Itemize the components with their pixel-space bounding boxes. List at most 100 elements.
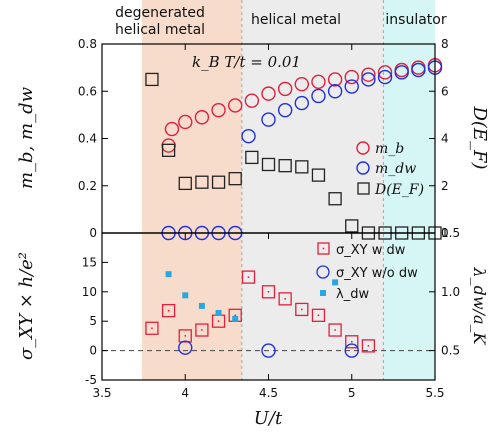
top-series-0-point-5 bbox=[227, 98, 243, 113]
x-axis-label: U/t bbox=[254, 408, 283, 429]
y-tick-label-bottom-left-3: 10 bbox=[82, 285, 97, 299]
axis-ticks: 3.5 4 4.5 5 5.5 0 0.2 0.4 0.6 0.8 0 2 4 6 8 -5 0 5 10 15 0.5… bbox=[78, 37, 460, 400]
bottom-series-2-point-4 bbox=[232, 315, 239, 322]
bottom-series-2-point-1 bbox=[182, 292, 189, 299]
top-series-0-point-9 bbox=[294, 76, 309, 92]
y-tick-label-bottom-left-1: 0 bbox=[89, 344, 97, 358]
top-series-0-point-7 bbox=[261, 86, 276, 101]
bottom-series-0-point-1-dot bbox=[167, 309, 170, 312]
bottom-series-0-point-7 bbox=[261, 285, 276, 299]
bottom-series-0-point-9-dot bbox=[300, 308, 303, 311]
top-series-2-point-6 bbox=[245, 150, 259, 165]
bottom-series-1-point-0 bbox=[178, 340, 193, 355]
legend-marker-lambda bbox=[320, 290, 326, 296]
bottom-series-0-point-13 bbox=[361, 339, 376, 353]
top-series-1-point-10 bbox=[327, 84, 343, 99]
x-tick-label-1: 4 bbox=[181, 386, 189, 400]
top-series-1-point-6 bbox=[261, 112, 276, 127]
top-series-0-point-8 bbox=[277, 81, 293, 97]
top-series-2-point-2 bbox=[178, 176, 192, 191]
legend-marker-sigma-w-dw-dot bbox=[322, 247, 325, 250]
bottom-series-2-point-5 bbox=[332, 279, 339, 286]
top-series-0-point-4 bbox=[211, 102, 226, 118]
y-tick-label-bottom-left-0: -5 bbox=[85, 373, 97, 387]
top-series-1-point-9 bbox=[311, 88, 326, 104]
y-tick-label-top-left-0: 0 bbox=[89, 226, 97, 240]
top-series-2-point-10 bbox=[311, 168, 326, 182]
y-tick-label-top-right-0: 0 bbox=[441, 226, 449, 240]
x-tick-label-4: 5.5 bbox=[425, 386, 444, 400]
top-series-0-point-3 bbox=[194, 110, 210, 125]
y-axis-label-top-right: D(E_F) bbox=[469, 105, 490, 169]
bottom-series-0-point-1 bbox=[161, 303, 176, 318]
legend-marker-mdw bbox=[356, 161, 370, 175]
y-tick-label-top-left-4: 0.8 bbox=[78, 37, 97, 51]
bottom-series-0-point-8 bbox=[278, 292, 292, 306]
legend-label-lambda: λ_dw bbox=[336, 287, 369, 302]
top-series-0-point-2 bbox=[178, 114, 193, 130]
region-label-insulator: insulator bbox=[385, 12, 446, 28]
bottom-series-0-point-5-dot bbox=[234, 314, 237, 317]
y-axis-label-top-left: m_b, m_dw bbox=[16, 86, 37, 189]
y-tick-label-bottom-right-1: 1.0 bbox=[441, 285, 460, 299]
bottom-series-0-point-2-dot bbox=[184, 335, 187, 337]
top-series-1-point-12 bbox=[361, 72, 376, 87]
bottom-series-0-point-7-dot bbox=[267, 290, 270, 293]
bottom-series-0-point-0-dot bbox=[151, 327, 153, 330]
bottom-series-0-point-11-dot bbox=[334, 329, 336, 331]
y-tick-label-top-left-3: 0.6 bbox=[78, 84, 97, 98]
y-tick-label-top-right-3: 6 bbox=[441, 84, 449, 98]
bottom-series-0-point-12-dot bbox=[350, 340, 353, 343]
bottom-series-0-point-12 bbox=[345, 335, 359, 349]
region-label-degenerated-line2: helical metal bbox=[115, 22, 205, 38]
bottom-series-0-point-13-dot bbox=[367, 344, 370, 347]
temperature-annotation: k_B T/t = 0.01 bbox=[192, 53, 301, 71]
top-series-0-point-14 bbox=[377, 65, 393, 80]
x-tick-label-2: 4.5 bbox=[259, 386, 278, 400]
bottom-series-0-point-2 bbox=[178, 329, 192, 343]
top-series-2-point-11 bbox=[328, 192, 342, 206]
bottom-series-1-point-1 bbox=[261, 343, 276, 358]
bottom-series-2-point-2 bbox=[198, 302, 205, 309]
top-series-1-point-14 bbox=[394, 65, 409, 80]
region-band-0 bbox=[141, 0, 242, 380]
top-series-2-point-3 bbox=[195, 175, 209, 189]
legend-label-mdw: m_dw bbox=[375, 161, 416, 177]
top-series-2-point-7 bbox=[261, 157, 276, 172]
top-legend: m_b m_dw D(E_F) bbox=[356, 141, 424, 198]
top-series-1-point-15 bbox=[411, 62, 426, 78]
x-tick-label-0: 3.5 bbox=[92, 386, 111, 400]
top-series-2-point-9 bbox=[295, 160, 309, 174]
y-tick-label-top-right-2: 4 bbox=[441, 132, 449, 146]
top-series-0-point-10 bbox=[311, 74, 326, 90]
legend-marker-dos bbox=[357, 182, 370, 195]
region-label-degenerated-line1: degenerated bbox=[115, 5, 205, 21]
bottom-series-0-point-6 bbox=[241, 270, 256, 284]
top-series-1-point-7 bbox=[277, 102, 293, 118]
bottom-series-0-point-8-dot bbox=[284, 297, 287, 300]
y-tick-label-bottom-left-2: 5 bbox=[89, 314, 97, 328]
bottom-series-0-point-10-dot bbox=[317, 314, 320, 317]
legend-label-sigma-wo-dw: σ_XY w/o dw bbox=[336, 266, 418, 281]
top-series-2-point-1 bbox=[161, 143, 176, 157]
top-series-1-point-5 bbox=[241, 128, 256, 144]
top-series-2-point-5 bbox=[228, 172, 242, 186]
top-series-1-point-13 bbox=[377, 69, 393, 85]
bottom-series-0-point-10 bbox=[311, 308, 326, 322]
bottom-series-0-point-3 bbox=[195, 323, 209, 337]
bottom-series-0-point-9 bbox=[295, 302, 309, 317]
y-tick-label-top-right-1: 2 bbox=[441, 179, 449, 193]
y-tick-label-top-right-4: 8 bbox=[441, 37, 449, 51]
bottom-series-2-point-0 bbox=[165, 271, 172, 278]
y-tick-label-top-left-2: 0.4 bbox=[78, 132, 97, 146]
top-series-0-point-11 bbox=[327, 72, 343, 87]
region-band-2 bbox=[383, 0, 435, 380]
top-series-0-point-12 bbox=[344, 69, 359, 85]
bottom-series-0-point-3-dot bbox=[201, 329, 203, 331]
legend-label-sigma-w-dw: σ_XY w dw bbox=[336, 243, 406, 258]
bottom-legend: σ_XY w dw σ_XY w/o dw λ_dw bbox=[316, 242, 418, 302]
top-series-2-point-4 bbox=[211, 175, 226, 189]
top-series-2-point-0 bbox=[145, 72, 159, 87]
top-series-0-point-6 bbox=[244, 93, 260, 108]
